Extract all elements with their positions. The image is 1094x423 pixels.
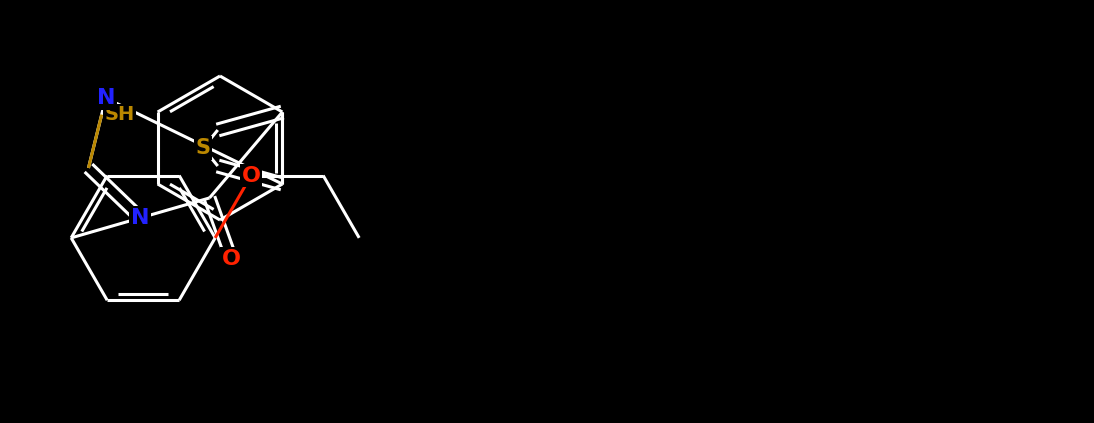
Text: O: O — [222, 249, 241, 269]
Text: N: N — [96, 88, 115, 108]
Text: S: S — [196, 138, 211, 158]
Text: O: O — [242, 165, 260, 186]
Text: N: N — [131, 208, 150, 228]
Text: SH: SH — [105, 105, 135, 124]
